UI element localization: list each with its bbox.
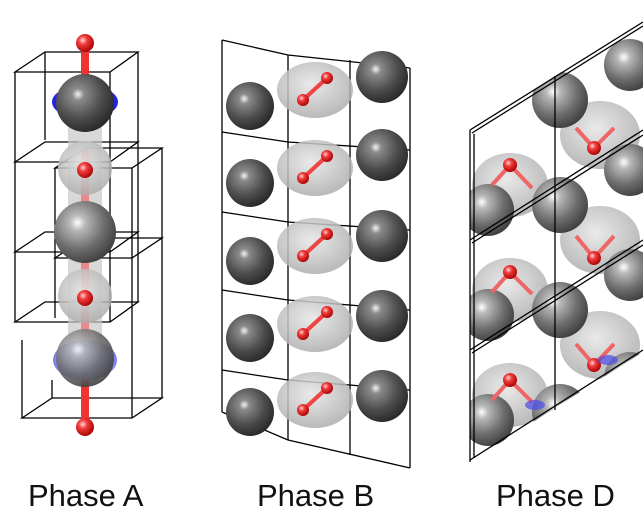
phase-a-metal-atom <box>54 201 116 263</box>
phase-b-layer <box>226 370 408 436</box>
phase-d-metal-atom <box>604 39 643 91</box>
phase-d-oxygen-atom <box>503 265 517 279</box>
phase-b-metal-atom-right <box>356 51 408 103</box>
phase-b-oxygen-atom <box>321 150 333 162</box>
phase-b-oxygen-atom <box>321 228 333 240</box>
phase-b-oxygen-atom <box>297 94 309 106</box>
phase-a-oxygen-atom <box>77 162 93 178</box>
phase-d-oxygen-atom <box>587 141 601 155</box>
phase-d-oxygen-atom <box>587 358 601 372</box>
phase-d-metal-atom <box>470 289 514 341</box>
phase-b-metal-atom-right <box>356 210 408 262</box>
phase-b-label: Phase B <box>257 478 375 513</box>
phase-b-oxygen-atom <box>297 404 309 416</box>
phase-d-structure <box>469 21 643 462</box>
phase-b-metal-atom-right <box>356 129 408 181</box>
phase-d-unit-cell <box>469 21 643 462</box>
phase-d-label: Phase D <box>496 478 615 513</box>
phase-d-metal-atom <box>470 394 514 446</box>
phase-b-metal-atom-left <box>226 159 274 207</box>
phase-d-metal-atom <box>532 177 588 233</box>
phase-b-layer <box>226 129 408 207</box>
phase-b-oxygen-atom <box>297 172 309 184</box>
phase-d-metal-atom <box>532 282 588 338</box>
phase-a-label: Phase A <box>28 478 144 513</box>
phase-b-metal-atom-right <box>356 370 408 422</box>
phase-d-negative-lobe <box>525 400 545 410</box>
phase-d-metal-atom <box>532 384 588 440</box>
phase-b-oxygen-atom <box>297 328 309 340</box>
phase-d-oxygen-atom <box>503 373 517 387</box>
phase-b-layer <box>226 290 408 362</box>
phase-b-metal-atom-right <box>356 290 408 342</box>
phase-b-oxygen-atom <box>297 250 309 262</box>
phase-b-oxygen-atom <box>321 72 333 84</box>
phase-b-layer <box>226 210 408 285</box>
phase-b-metal-atom-left <box>226 314 274 362</box>
phase-b-metal-atom-left <box>226 237 274 285</box>
phase-d-oxygen-atom <box>587 251 601 265</box>
phase-a-bond-bottom <box>81 380 89 424</box>
phase-a-oxygen-atom <box>76 418 94 436</box>
phase-d-negative-lobe <box>598 355 618 365</box>
phase-d-metal-atom <box>604 144 643 196</box>
phase-a-metal-atom <box>56 74 114 132</box>
phase-a-structure <box>12 34 165 436</box>
phase-d-metal-atom <box>532 72 588 128</box>
phase-a-metal-atom <box>56 329 114 387</box>
phase-b-layer <box>226 51 408 130</box>
phase-b-oxygen-atom <box>321 306 333 318</box>
phase-a-oxygen-atom <box>77 290 93 306</box>
phase-a-oxygen-atom <box>76 34 94 52</box>
phase-b-oxygen-atom <box>321 382 333 394</box>
phase-b-metal-atom-left <box>226 82 274 130</box>
phase-d-metal-atom <box>470 184 514 236</box>
phase-d-oxygen-atom <box>503 158 517 172</box>
phase-b-structure <box>221 39 411 469</box>
phase-a-bond-top <box>81 44 89 90</box>
phase-b-metal-atom-left <box>226 388 274 436</box>
